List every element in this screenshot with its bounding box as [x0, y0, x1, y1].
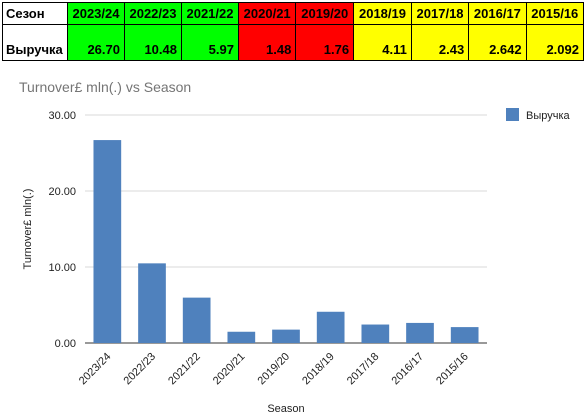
- x-tick-label: 2018/19: [300, 351, 337, 388]
- bar: [138, 263, 166, 343]
- chart-title: Turnover£ mln(.) vs Season: [19, 79, 192, 95]
- revenue-cell: 1.76: [295, 24, 355, 61]
- season-row: Сезон 2023/24 2022/23 2021/22 2020/21 2019/2…: [2, 2, 584, 25]
- bar: [93, 140, 122, 343]
- revenue-cell: 2.43: [410, 24, 470, 61]
- revenue-cell: 2.092: [525, 24, 584, 61]
- bar: [406, 322, 434, 343]
- x-tick-label: 2020/21: [211, 351, 248, 388]
- revenue-cell: 5.97: [180, 24, 239, 61]
- x-tick-label: 2015/16: [434, 351, 471, 388]
- revenue-cell: 4.11: [353, 24, 412, 61]
- y-axis-title: Turnover£ mln(.): [22, 189, 34, 270]
- x-axis-title: Season: [267, 403, 304, 415]
- season-cell: 2023/24: [66, 2, 125, 25]
- x-tick-label: 2021/22: [166, 351, 203, 388]
- bar: [361, 324, 390, 343]
- x-tick-label: 2016/17: [390, 351, 427, 388]
- season-cell: 2015/16: [525, 2, 584, 25]
- y-tick-label: 10.00: [48, 262, 76, 274]
- season-cell: 2021/22: [180, 2, 239, 25]
- bar: [316, 311, 345, 343]
- bar: [182, 297, 211, 343]
- y-tick-label: 20.00: [48, 186, 76, 198]
- season-cell: 2016/17: [468, 2, 527, 25]
- y-tick-label: 30.00: [48, 110, 76, 122]
- x-tick-label: 2019/20: [256, 351, 293, 388]
- revenue-cell: 10.48: [123, 24, 182, 61]
- season-table: Сезон 2023/24 2022/23 2021/22 2020/21 2019/2…: [2, 2, 584, 61]
- revenue-row-header: Выручка: [2, 24, 68, 61]
- season-cell: 2018/19: [353, 2, 412, 25]
- x-tick-label: 2022/23: [122, 351, 159, 388]
- season-cell: 2022/23: [123, 2, 182, 25]
- revenue-cell: 2.642: [468, 24, 527, 61]
- x-tick-label: 2017/18: [345, 351, 382, 388]
- bar: [272, 329, 300, 343]
- bar: [450, 327, 479, 343]
- season-row-header: Сезон: [2, 2, 68, 25]
- y-tick-label: 0.00: [55, 338, 76, 350]
- x-tick-label: 2023/24: [77, 351, 114, 388]
- season-cell: 2019/20: [295, 2, 355, 25]
- bar: [227, 331, 256, 343]
- legend-label: Выручка: [526, 110, 571, 122]
- revenue-cell: 1.48: [237, 24, 297, 61]
- revenue-row: Выручка 26.70 10.48 5.97 1.48 1.76 4.11 2.43 2.…: [2, 24, 584, 61]
- season-cell: 2020/21: [237, 2, 297, 25]
- legend-swatch: [506, 108, 519, 121]
- revenue-cell: 26.70: [66, 24, 125, 61]
